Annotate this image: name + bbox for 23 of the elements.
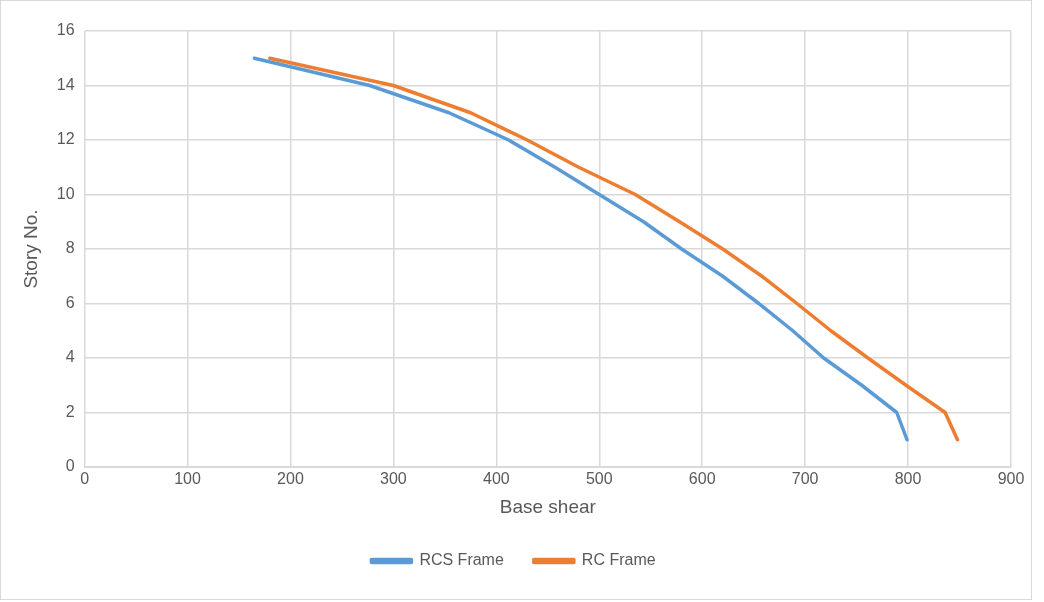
x-tick-label: 900 bbox=[997, 470, 1025, 488]
x-tick-label: 800 bbox=[894, 470, 922, 488]
x-tick-label: 0 bbox=[80, 470, 90, 488]
y-tick-label: 4 bbox=[65, 348, 75, 366]
x-tick-label: 600 bbox=[688, 470, 716, 488]
y-tick-label: 2 bbox=[65, 402, 75, 420]
x-tick-label: 300 bbox=[380, 470, 407, 488]
legend-label: RC Frame bbox=[581, 551, 656, 569]
y-tick-label: 16 bbox=[56, 21, 75, 39]
x-tick-label: 700 bbox=[791, 470, 819, 488]
y-tick-label: 14 bbox=[56, 75, 75, 93]
y-axis-title: Story No. bbox=[19, 209, 41, 289]
x-tick-label: 400 bbox=[482, 470, 510, 488]
x-tick-label: 500 bbox=[585, 470, 613, 488]
y-tick-label: 6 bbox=[65, 293, 75, 311]
x-axis-title: Base shear bbox=[499, 495, 597, 517]
x-tick-label: 100 bbox=[174, 470, 201, 488]
y-tick-label: 12 bbox=[56, 130, 75, 148]
legend-label: RCS Frame bbox=[419, 551, 504, 569]
x-tick-label: 200 bbox=[277, 470, 304, 488]
y-tick-label: 8 bbox=[65, 239, 75, 257]
y-tick-label: 10 bbox=[56, 184, 75, 202]
y-tick-label: 0 bbox=[65, 457, 75, 475]
